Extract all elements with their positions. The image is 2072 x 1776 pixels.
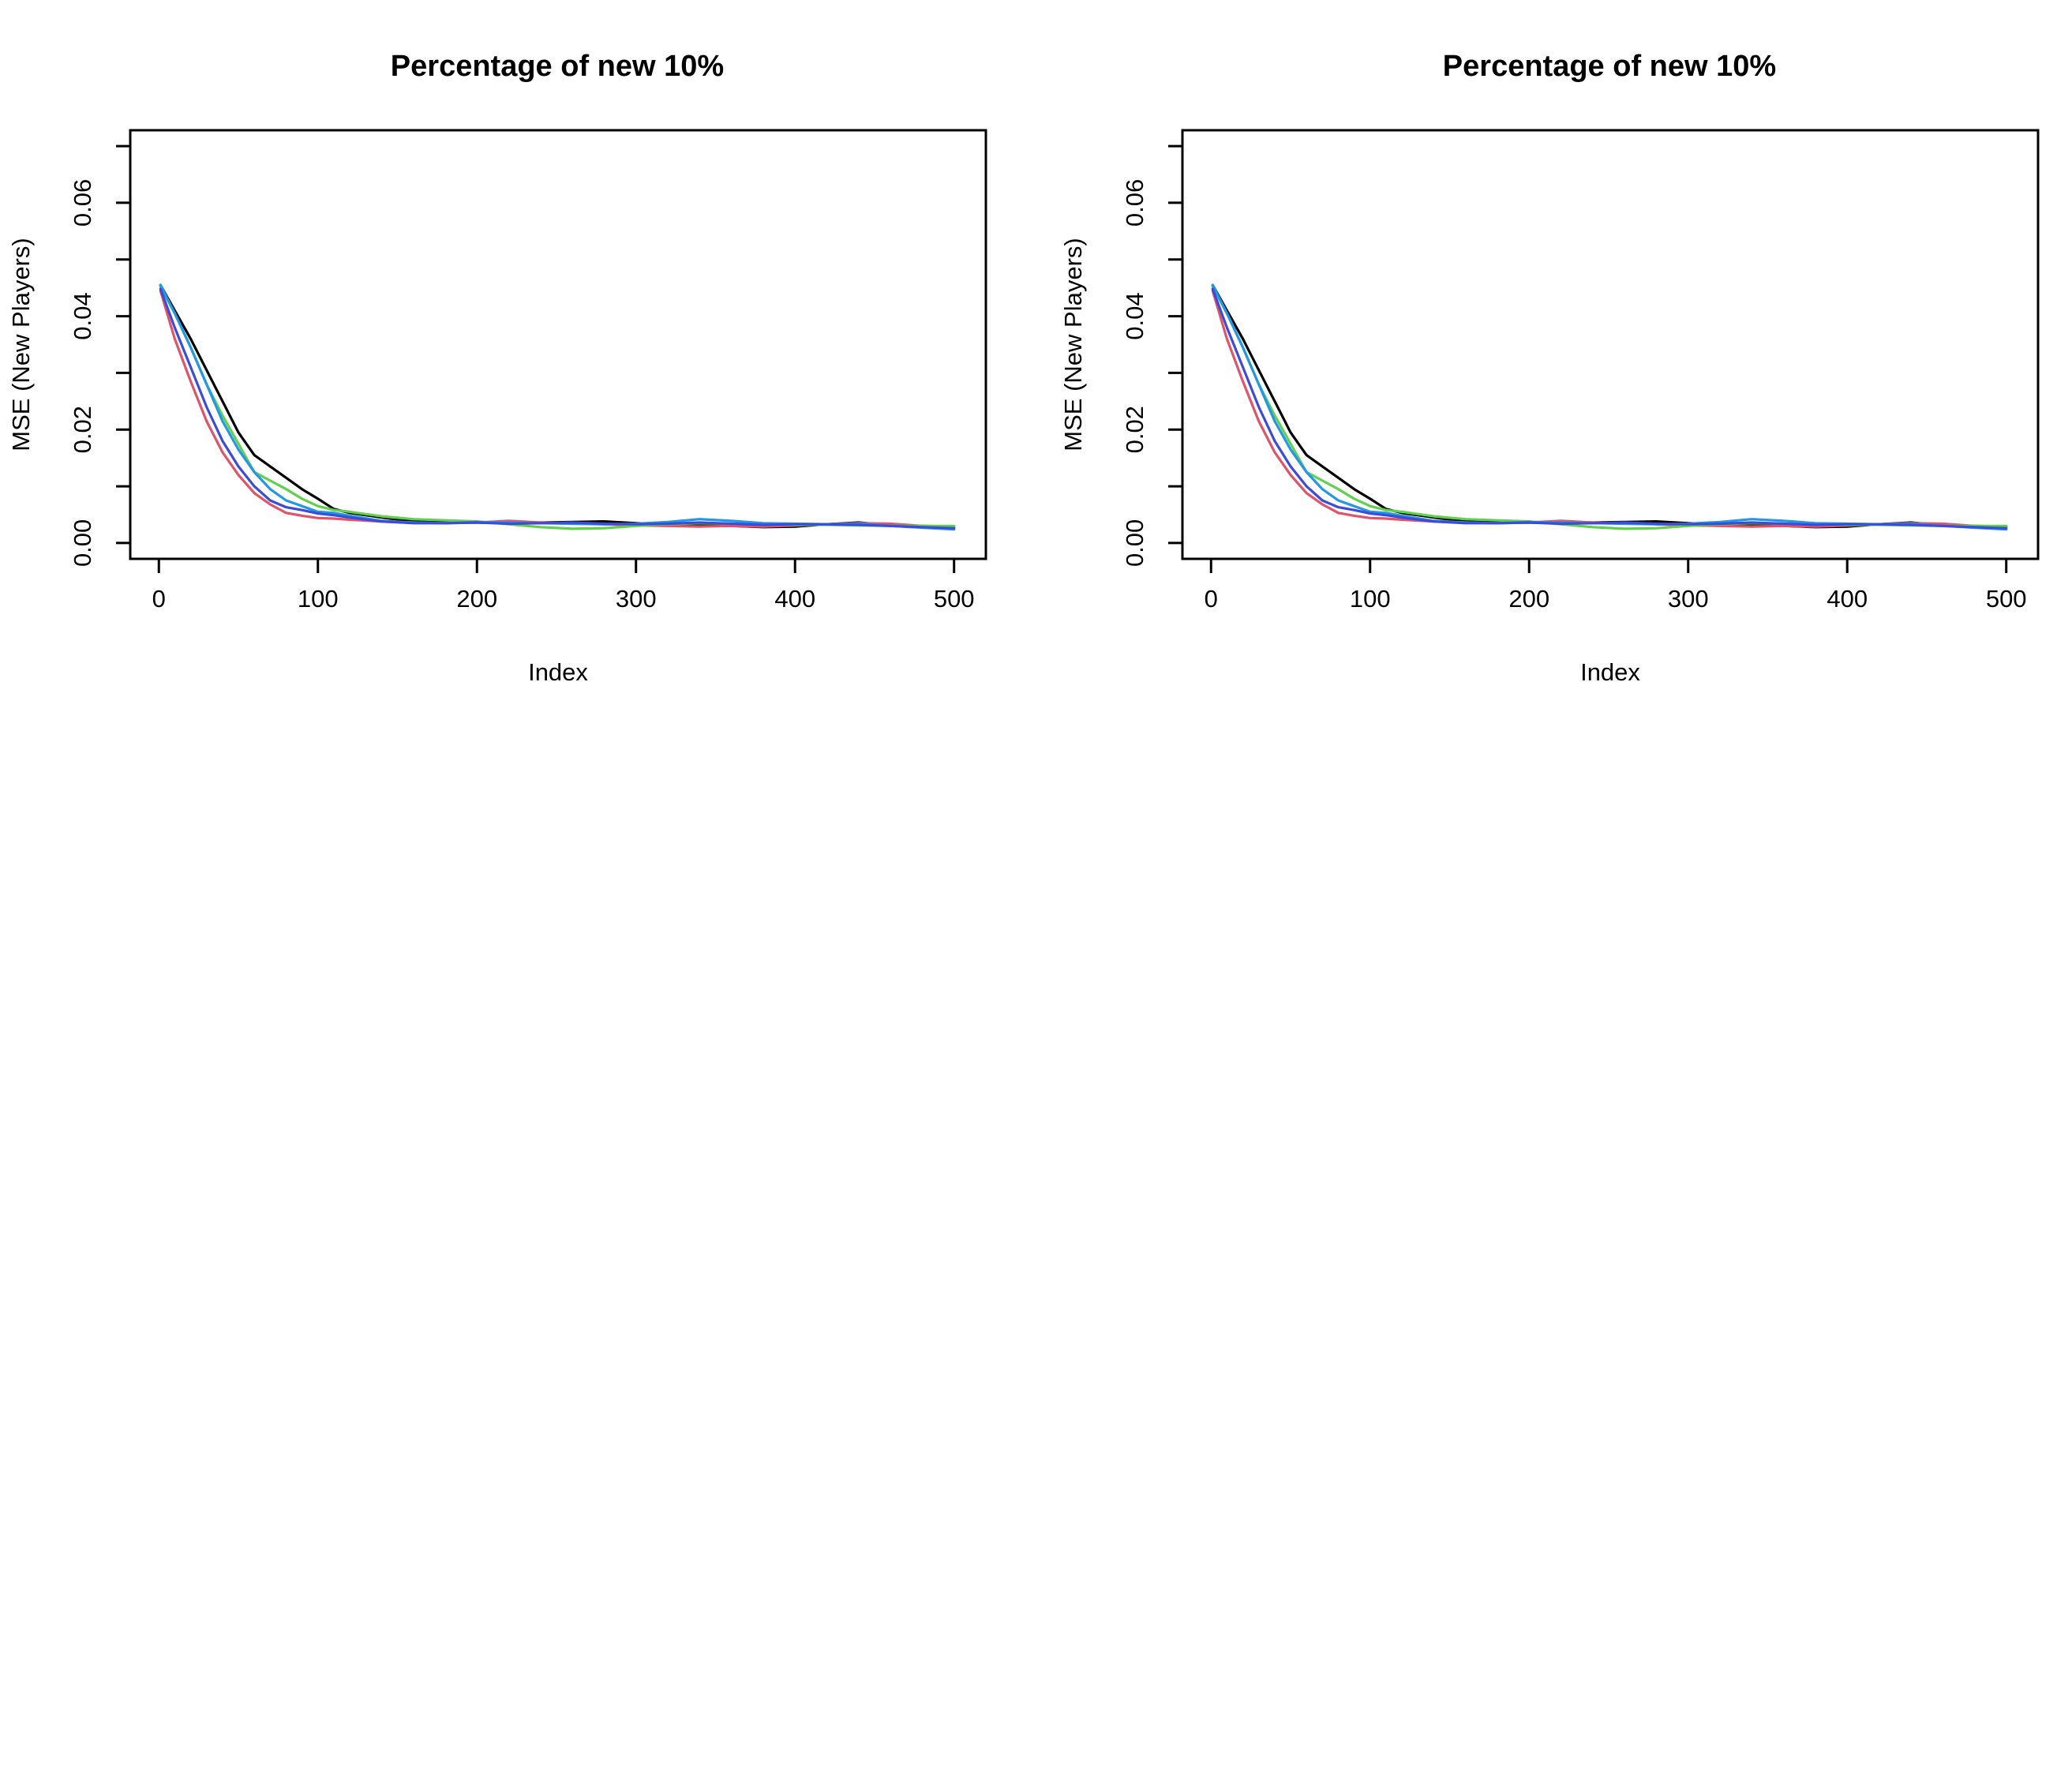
plot-frame <box>1181 129 2040 560</box>
x-axis-label: Index <box>1580 658 1640 686</box>
x-tick-label: 500 <box>934 585 975 613</box>
y-tick-label: 0.06 <box>1121 179 1148 227</box>
y-tick-label: 0.00 <box>69 519 96 567</box>
y-tick-label: 0.06 <box>69 179 96 227</box>
y-tick-label: 0.00 <box>1121 519 1148 567</box>
plot-frame <box>129 129 987 560</box>
y-tick-label: 0.04 <box>69 292 96 339</box>
x-tick-label: 300 <box>616 585 657 613</box>
x-tick-label: 500 <box>1986 585 2027 613</box>
x-tick-label: 200 <box>1508 585 1549 613</box>
chart-title: Percentage of new 10% <box>1443 50 1776 83</box>
x-axis-label: Index <box>528 658 588 686</box>
x-tick-label: 100 <box>1350 585 1391 613</box>
x-tick-label: 200 <box>456 585 497 613</box>
series-line-5 <box>159 287 956 530</box>
x-tick-label: 400 <box>774 585 815 613</box>
x-tick-label: 400 <box>1827 585 1868 613</box>
y-tick-label: 0.04 <box>1121 292 1148 339</box>
chart-panel-right: Percentage of new 10% 0 100 200 300 400 500 0.0… <box>1059 50 2040 686</box>
chart-panel-left: Percentage of new 10% 0 100 200 300 400 500 0.0… <box>7 50 987 686</box>
x-tick-label: 0 <box>152 585 166 613</box>
series-line-5 <box>1211 287 2008 530</box>
y-tick-label: 0.02 <box>1121 406 1148 453</box>
x-tick-label: 0 <box>1205 585 1218 613</box>
y-axis-label: MSE (New Players) <box>7 238 35 451</box>
y-tick-label: 0.02 <box>69 406 96 453</box>
y-axis-label: MSE (New Players) <box>1059 238 1087 451</box>
x-tick-label: 100 <box>298 585 339 613</box>
x-tick-label: 300 <box>1668 585 1709 613</box>
chart-title: Percentage of new 10% <box>391 50 724 83</box>
